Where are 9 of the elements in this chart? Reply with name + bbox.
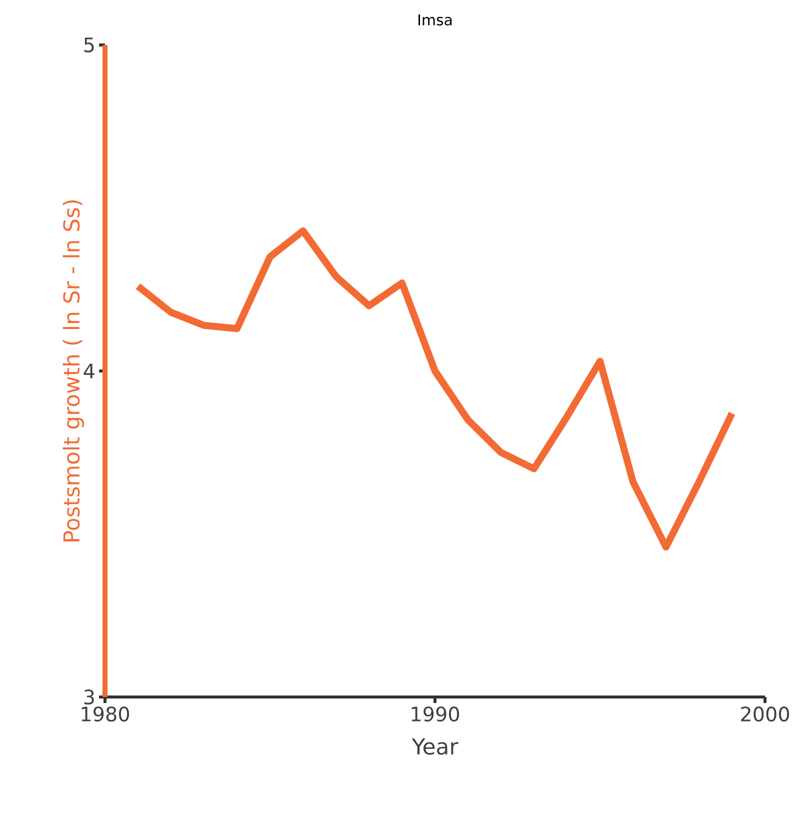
y-tick-label: 5 <box>84 38 94 52</box>
x-tick-label: 1990 <box>412 706 460 722</box>
chart-title: Imsa <box>418 14 452 26</box>
x-tick-label: 2000 <box>741 706 790 722</box>
x-tick-label: 1980 <box>82 706 130 722</box>
x-axis-title: Year <box>412 738 458 755</box>
y-axis-title: Postsmolt growth ( ln Sr - ln Ss) <box>62 200 84 542</box>
y-tick-label: 4 <box>84 364 94 378</box>
y-tick-label: 3 <box>84 689 94 705</box>
